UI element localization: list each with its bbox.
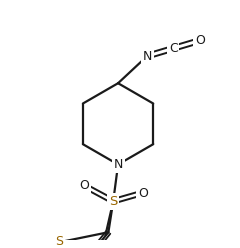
Text: O: O: [138, 187, 148, 200]
Text: O: O: [79, 179, 89, 192]
Text: C: C: [169, 42, 178, 55]
Text: N: N: [113, 158, 123, 171]
Text: N: N: [142, 50, 152, 62]
Text: O: O: [195, 34, 205, 47]
Text: S: S: [55, 235, 63, 248]
Text: S: S: [109, 195, 117, 208]
